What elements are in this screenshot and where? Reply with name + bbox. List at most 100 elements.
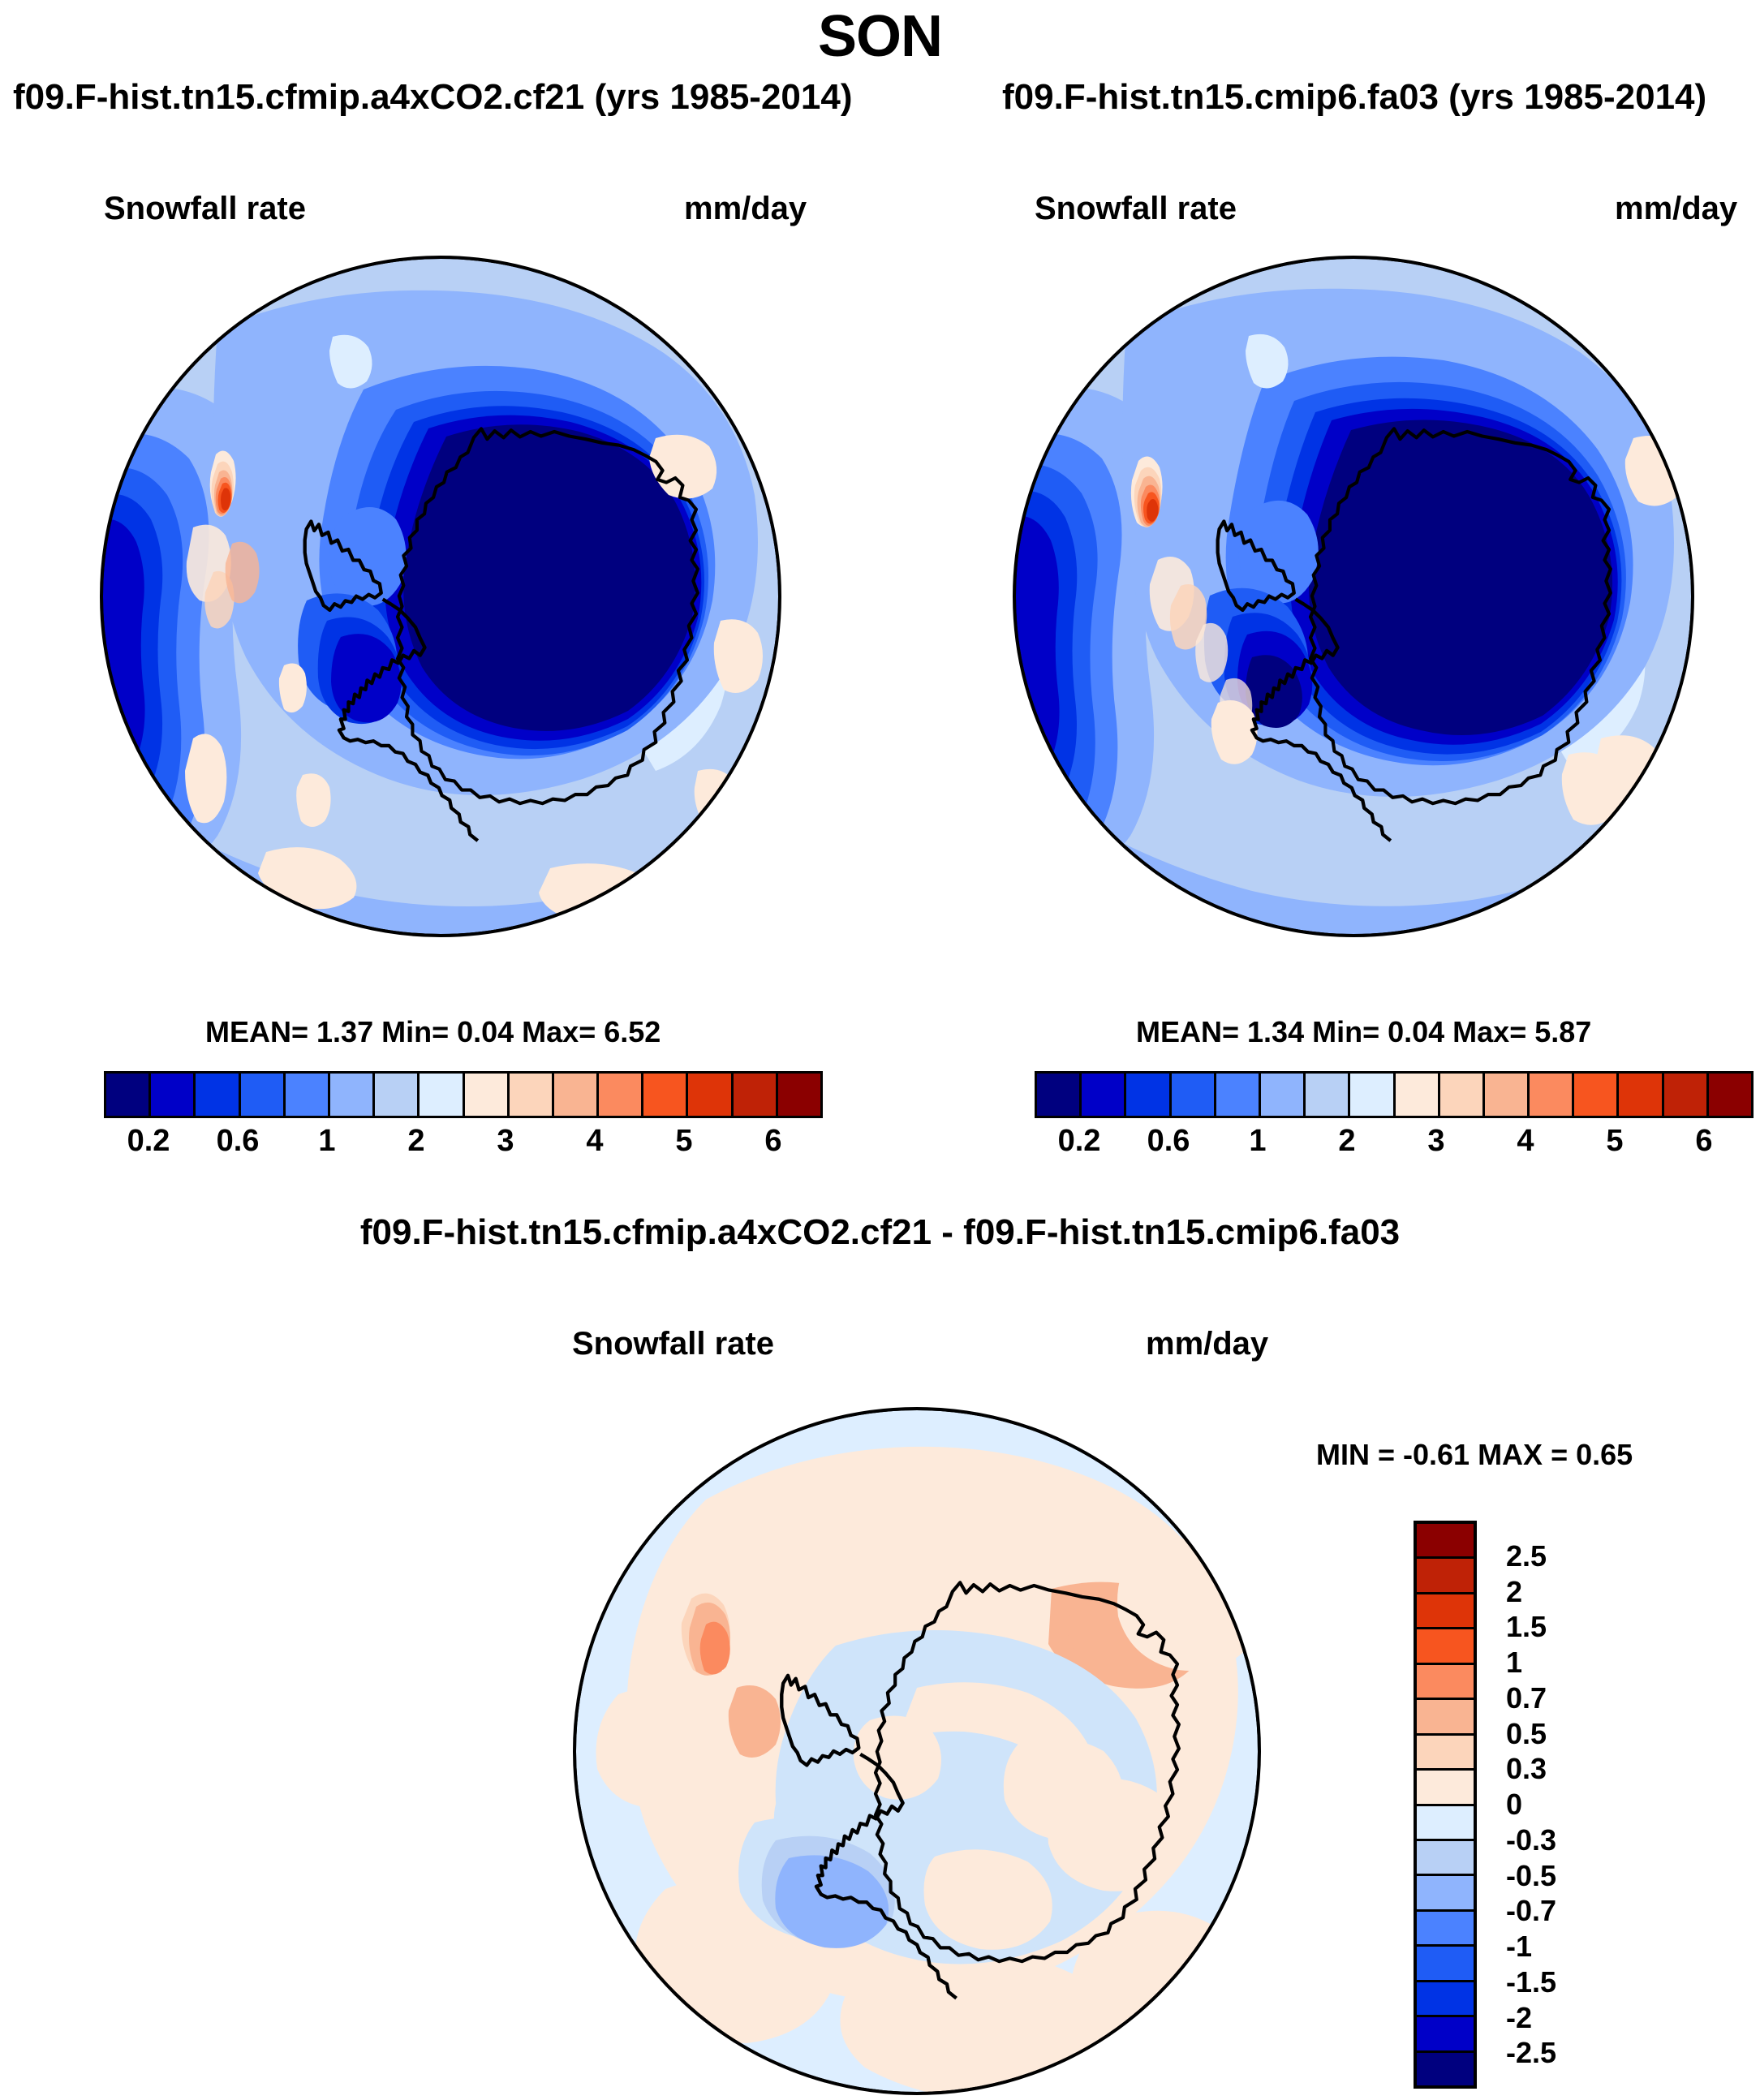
colorbar-cell	[1417, 1771, 1474, 1806]
colorbar-cell	[1350, 1074, 1396, 1116]
colorbar-tick-label: -0.3	[1506, 1822, 1557, 1857]
colorbar-tick-label: 0.6	[216, 1124, 260, 1158]
left-colorbar[interactable]	[104, 1071, 823, 1118]
colorbar-tick-label: 6	[764, 1124, 782, 1158]
colorbar-tick-label: 5	[1606, 1124, 1624, 1158]
colorbar-tick-label: 4	[1517, 1124, 1534, 1158]
colorbar-tick-label: -2.5	[1506, 2036, 1557, 2070]
colorbar-tick-label: -0.7	[1506, 1894, 1557, 1928]
colorbar-cell	[1417, 1735, 1474, 1771]
colorbar-cell	[1417, 1629, 1474, 1665]
colorbar-tick-label: 1	[1249, 1124, 1267, 1158]
right-map-globe	[1013, 256, 1694, 937]
colorbar-tick-label: 1.5	[1506, 1610, 1547, 1644]
colorbar-cell	[1417, 2052, 1474, 2085]
difference-panel-title: f09.F-hist.tn15.cfmip.a4xCO2.cf21 - f09.…	[359, 1212, 1401, 1252]
colorbar-cell	[509, 1074, 554, 1116]
difference-map-globe	[573, 1407, 1261, 2095]
colorbar-cell	[106, 1074, 152, 1116]
colorbar-tick-label: 3	[497, 1124, 514, 1158]
difference-colorbar[interactable]	[1414, 1521, 1477, 2089]
colorbar-tick-label: -1.5	[1506, 1964, 1557, 1999]
colorbar-cell	[285, 1074, 330, 1116]
left-colorbar-ticks: 0.2 0.6 1 2 3 4 5 6	[104, 1124, 818, 1164]
colorbar-tick-label: -2	[1506, 2000, 1533, 2034]
colorbar-cell	[1260, 1074, 1306, 1116]
colorbar-cell	[1417, 1559, 1474, 1594]
difference-colorbar-ticks: 2.5 2 1.5 1 0.7 0.5 0.3 0 -0.3 -0.5 -0.7 -1 -1.5 -2 -2…	[1493, 1521, 1615, 2089]
colorbar-cell	[1037, 1074, 1082, 1116]
difference-variable-label: Snowfall rate	[572, 1326, 774, 1362]
colorbar-cell	[1484, 1074, 1530, 1116]
colorbar-tick-label: 0	[1506, 1788, 1523, 1821]
colorbar-tick-label: 0.7	[1506, 1680, 1547, 1715]
colorbar-cell	[1417, 1947, 1474, 1982]
right-variable-label: Snowfall rate	[1035, 191, 1237, 226]
left-variable-label: Snowfall rate	[104, 191, 306, 226]
colorbar-cell	[733, 1074, 778, 1116]
colorbar-cell	[329, 1074, 376, 1116]
colorbar-cell	[599, 1074, 644, 1116]
colorbar-cell	[196, 1074, 241, 1116]
colorbar-tick-label: 6	[1695, 1124, 1713, 1158]
colorbar-cell	[1417, 1594, 1474, 1630]
left-stats: MEAN= 1.37 Min= 0.04 Max= 6.52	[205, 1015, 661, 1048]
left-panel-title: f09.F-hist.tn15.cfmip.a4xCO2.cf21 (yrs 1…	[13, 77, 853, 117]
colorbar-cell	[240, 1074, 286, 1116]
colorbar-tick-label: 2	[1506, 1574, 1523, 1608]
colorbar-cell	[1417, 1700, 1474, 1736]
right-colorbar[interactable]	[1035, 1071, 1754, 1118]
left-units-label: mm/day	[684, 191, 807, 226]
colorbar-cell	[643, 1074, 689, 1116]
colorbar-cell	[1417, 1840, 1474, 1877]
right-units-label: mm/day	[1615, 191, 1738, 226]
colorbar-cell	[1439, 1074, 1485, 1116]
colorbar-cell	[1082, 1074, 1127, 1116]
colorbar-tick-label: 0.5	[1506, 1716, 1547, 1750]
colorbar-cell	[1126, 1074, 1172, 1116]
colorbar-cell	[1708, 1074, 1751, 1116]
colorbar-tick-label: 2.5	[1506, 1538, 1547, 1573]
season-title: SON	[817, 4, 943, 69]
colorbar-cell	[1417, 2017, 1474, 2053]
colorbar-cell	[1417, 1524, 1474, 1560]
colorbar-cell	[1417, 1876, 1474, 1912]
colorbar-cell	[1417, 1805, 1474, 1841]
colorbar-tick-label: 5	[675, 1124, 693, 1158]
colorbar-cell	[553, 1074, 600, 1116]
left-map-globe	[100, 256, 781, 937]
colorbar-cell	[1417, 1911, 1474, 1947]
difference-stats: MIN = -0.61 MAX = 0.65	[1316, 1438, 1633, 1471]
colorbar-cell	[151, 1074, 196, 1116]
colorbar-tick-label: -0.5	[1506, 1858, 1557, 1892]
colorbar-cell	[1395, 1074, 1440, 1116]
colorbar-tick-label: 3	[1427, 1124, 1445, 1158]
colorbar-cell	[777, 1074, 820, 1116]
colorbar-tick-label: 0.6	[1147, 1124, 1190, 1158]
colorbar-tick-label: 0.3	[1506, 1752, 1547, 1786]
right-panel-title: f09.F-hist.tn15.cmip6.fa03 (yrs 1985-201…	[1002, 77, 1707, 117]
colorbar-cell	[1417, 1982, 1474, 2018]
colorbar-cell	[1530, 1074, 1575, 1116]
colorbar-tick-label: 2	[407, 1124, 425, 1158]
difference-units-label: mm/day	[1146, 1326, 1269, 1362]
colorbar-cell	[1663, 1074, 1709, 1116]
colorbar-cell	[420, 1074, 465, 1116]
colorbar-tick-label: 4	[586, 1124, 604, 1158]
colorbar-cell	[375, 1074, 420, 1116]
colorbar-tick-label: 2	[1338, 1124, 1356, 1158]
colorbar-tick-label: 0.2	[1057, 1124, 1101, 1158]
colorbar-cell	[688, 1074, 734, 1116]
colorbar-tick-label: 0.2	[127, 1124, 170, 1158]
colorbar-cell	[464, 1074, 510, 1116]
colorbar-tick-label: 1	[1506, 1646, 1523, 1679]
right-colorbar-ticks: 0.2 0.6 1 2 3 4 5 6	[1035, 1124, 1749, 1164]
colorbar-cell	[1417, 1664, 1474, 1701]
colorbar-tick-label: 1	[318, 1124, 336, 1158]
colorbar-cell	[1619, 1074, 1664, 1116]
colorbar-cell	[1216, 1074, 1261, 1116]
colorbar-cell	[1574, 1074, 1620, 1116]
colorbar-cell	[1306, 1074, 1351, 1116]
colorbar-cell	[1171, 1074, 1216, 1116]
right-stats: MEAN= 1.34 Min= 0.04 Max= 5.87	[1136, 1015, 1592, 1048]
